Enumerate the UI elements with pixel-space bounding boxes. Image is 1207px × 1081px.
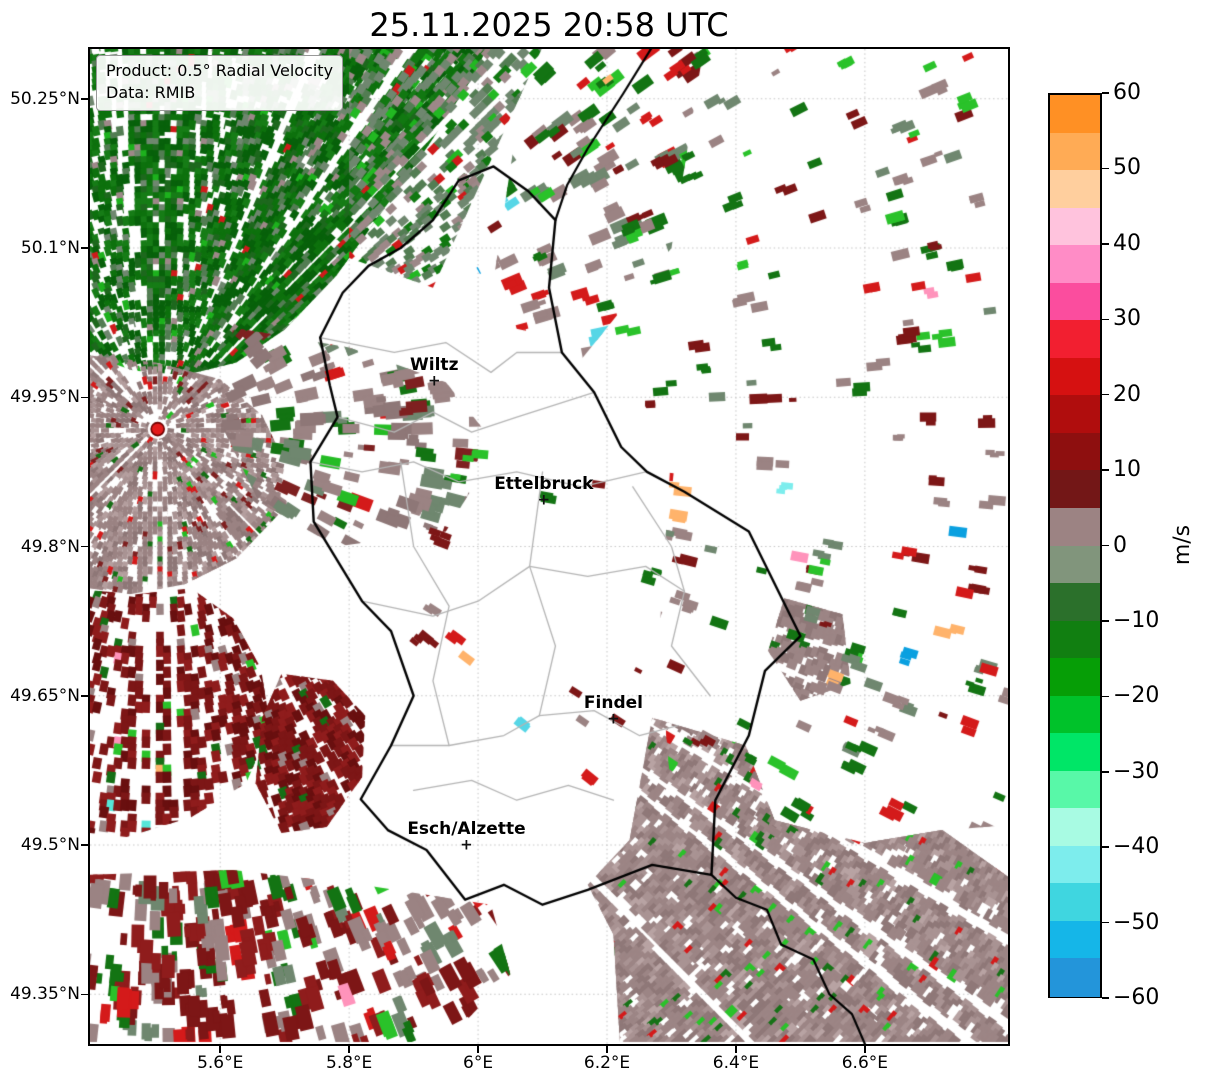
colorbar-tick-label: −30 [1113,758,1160,784]
colorbar-tick-label: −10 [1113,607,1160,633]
colorbar-segment [1050,207,1100,246]
colorbar-segment [1050,695,1100,734]
y-axis-tick-label: 50.1°N [20,238,80,258]
colorbar-segment [1050,808,1100,847]
x-axis-tick-mark [348,1046,350,1053]
x-axis-tick-mark [864,1046,866,1053]
colorbar-tick-mark [1102,167,1109,170]
colorbar-segment [1050,620,1100,659]
y-axis-tick-label: 50.25°N [10,88,80,109]
colorbar-segment [1050,507,1100,547]
colorbar-segment [1050,432,1100,471]
colorbar-tick-mark [1102,695,1109,698]
colorbar-tick-mark [1102,921,1109,924]
product-info-box: Product: 0.5° Radial Velocity Data: RMIB [96,55,344,112]
colorbar-tick-label: −60 [1113,985,1160,1010]
colorbar-tick-label: 10 [1113,457,1141,483]
colorbar-segment [1050,320,1100,359]
x-axis-tick-label: 5.6°E [197,1053,244,1073]
colorbar-tick-mark [1102,393,1109,396]
colorbar-tick-label: 40 [1113,230,1141,256]
colorbar-segment [1050,245,1100,284]
x-axis-tick-label: 5.8°E [326,1053,373,1073]
colorbar-tick-mark [1102,997,1109,999]
colorbar-segment [1050,395,1100,434]
y-axis-tick-mark [81,247,88,249]
colorbar-segment [1050,845,1100,884]
colorbar-tick-mark [1102,469,1109,471]
colorbar-segment [1050,545,1100,584]
product-label: Product: 0.5° Radial Velocity [106,61,334,80]
colorbar-segment [1050,132,1100,171]
colorbar-segment [1050,883,1100,922]
colorbar-tick-label: 50 [1113,155,1141,181]
x-axis-tick-label: 6.2°E [583,1053,631,1073]
city-plus-icon: + [427,371,441,390]
y-axis-tick-mark [81,98,88,100]
colorbar-segment [1050,583,1100,622]
city-name-label: Ettelbruck [494,473,594,494]
y-axis-tick-label: 49.5°N [20,835,80,855]
city-plus-icon: + [460,835,473,854]
colorbar-segment [1050,658,1100,697]
y-axis-tick-label: 49.95°N [10,387,80,408]
city-name-label: Esch/Alzette [407,819,526,839]
colorbar-tick-mark [1102,846,1109,848]
x-axis-tick-mark [477,1046,479,1053]
colorbar-segment [1050,733,1100,772]
colorbar-tick-mark [1102,92,1109,94]
y-axis-tick-mark [81,695,88,697]
y-axis-tick-mark [81,545,88,548]
colorbar-tick-label: −20 [1113,683,1160,709]
colorbar-tick-label: 60 [1113,80,1141,105]
city-plus-icon: + [537,490,551,509]
colorbar-segment [1050,920,1100,959]
x-axis-tick-label: 6.6°E [841,1053,889,1073]
colorbar-tick-mark [1102,318,1109,320]
x-axis-tick-mark [606,1046,608,1053]
colorbar-tick-mark [1102,620,1109,622]
y-axis-tick-mark [81,396,88,398]
colorbar-tick-label: 20 [1113,381,1141,407]
colorbar-tick-mark [1102,243,1109,245]
colorbar-segment [1050,770,1100,809]
y-axis-tick-mark [81,993,88,995]
colorbar [1048,93,1102,998]
colorbar-segment [1050,170,1100,209]
y-axis-tick-mark [81,844,88,846]
city-plus-icon: + [607,709,620,728]
figure-title: 25.11.2025 20:58 UTC [369,6,729,44]
colorbar-tick-mark [1102,771,1109,773]
city-name-label: Findel [583,692,643,713]
colorbar-tick-mark [1102,544,1109,547]
colorbar-tick-label: 0 [1113,532,1127,558]
colorbar-tick-label: −50 [1113,909,1160,935]
map-plot: Product: 0.5° Radial Velocity Data: RMIB… [88,47,1010,1046]
x-axis-tick-mark [735,1046,737,1053]
colorbar-tick-label: 30 [1113,306,1141,332]
x-axis-tick-label: 6°E [463,1053,494,1073]
colorbar-segment [1050,282,1100,321]
city-name-label: Wiltz [410,355,459,376]
y-axis-tick-label: 49.35°N [10,984,80,1005]
x-axis-tick-label: 6.4°E [712,1053,760,1073]
data-source-label: Data: RMIB [106,83,196,103]
colorbar-segment [1050,470,1100,509]
colorbar-segment [1050,958,1100,997]
radar-map-canvas [90,49,1008,1044]
colorbar-segment [1050,357,1100,396]
colorbar-tick-label: −40 [1113,834,1160,860]
x-axis-tick-mark [219,1046,221,1053]
y-axis-tick-label: 49.65°N [10,685,80,706]
y-axis-tick-label: 49.8°N [20,536,80,557]
colorbar-segment [1050,95,1100,134]
